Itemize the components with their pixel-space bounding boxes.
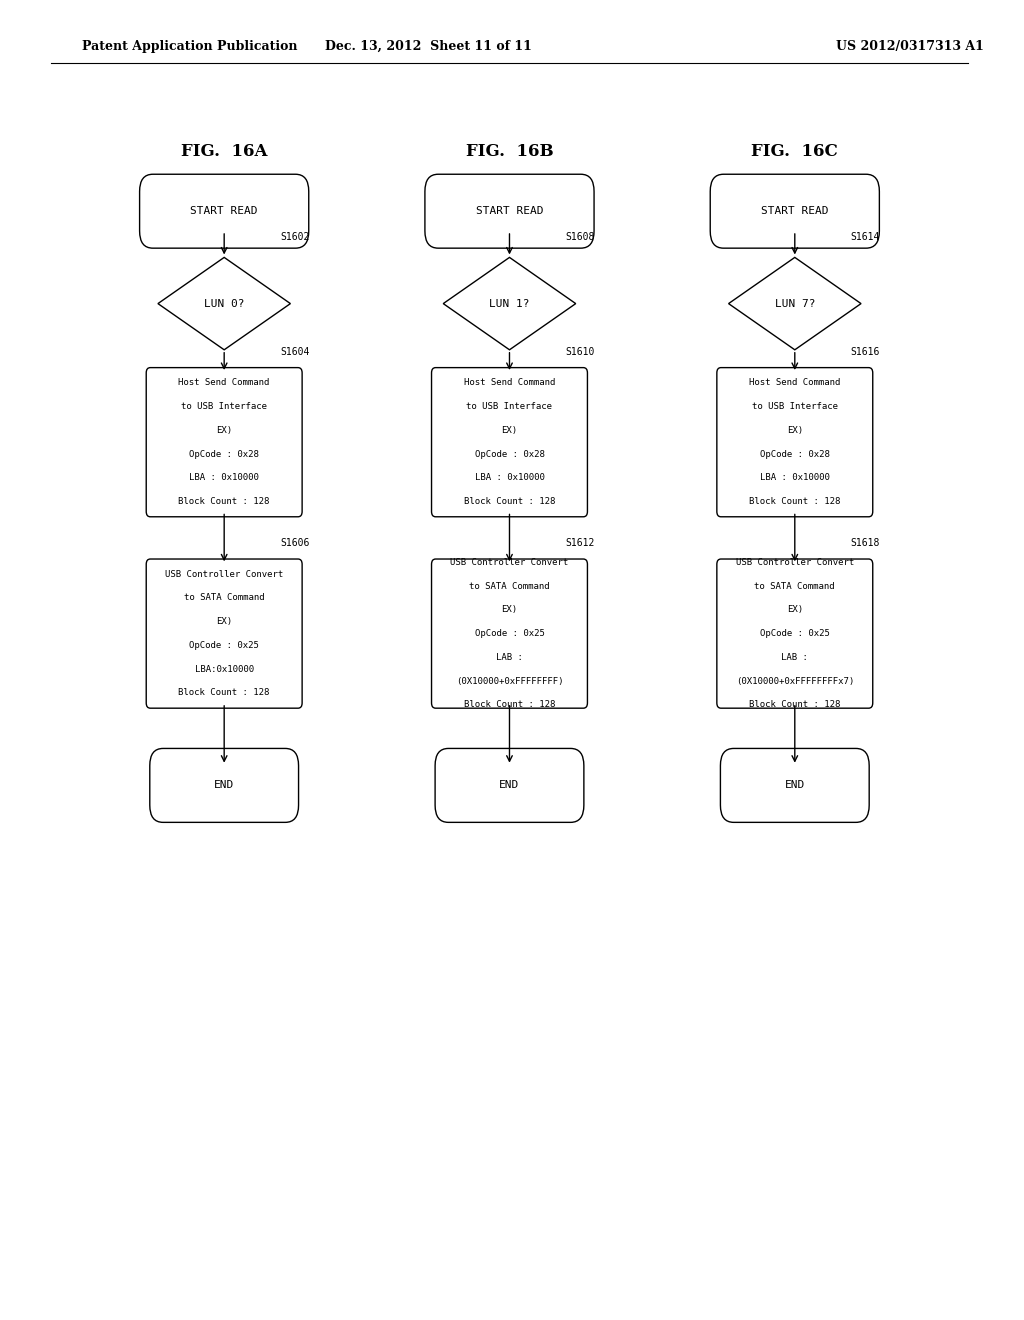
Text: LBA:0x10000: LBA:0x10000 <box>195 665 254 673</box>
FancyBboxPatch shape <box>431 367 588 516</box>
Text: EX): EX) <box>216 426 232 434</box>
Text: END: END <box>784 780 805 791</box>
Text: Host Send Command: Host Send Command <box>464 379 555 387</box>
FancyBboxPatch shape <box>435 748 584 822</box>
FancyBboxPatch shape <box>431 560 588 708</box>
Text: to USB Interface: to USB Interface <box>181 403 267 411</box>
FancyBboxPatch shape <box>146 367 302 516</box>
Text: OpCode : 0x25: OpCode : 0x25 <box>189 642 259 649</box>
FancyBboxPatch shape <box>150 748 299 822</box>
Text: Block Count : 128: Block Count : 128 <box>464 498 555 506</box>
Text: START READ: START READ <box>190 206 258 216</box>
Text: Host Send Command: Host Send Command <box>750 379 841 387</box>
Text: (0X10000+0xFFFFFFFF): (0X10000+0xFFFFFFFF) <box>456 677 563 685</box>
FancyBboxPatch shape <box>139 174 309 248</box>
FancyBboxPatch shape <box>146 560 302 708</box>
Text: to SATA Command: to SATA Command <box>469 582 550 590</box>
Text: END: END <box>500 780 519 791</box>
Text: LAB :: LAB : <box>496 653 523 661</box>
Text: LUN 1?: LUN 1? <box>489 298 529 309</box>
Text: S1608: S1608 <box>565 231 595 242</box>
Text: S1606: S1606 <box>281 539 309 549</box>
Text: START READ: START READ <box>761 206 828 216</box>
Text: Block Count : 128: Block Count : 128 <box>464 701 555 709</box>
Text: Block Count : 128: Block Count : 128 <box>178 498 270 506</box>
Text: to SATA Command: to SATA Command <box>184 594 264 602</box>
Text: OpCode : 0x25: OpCode : 0x25 <box>760 630 829 638</box>
Text: S1610: S1610 <box>565 347 595 356</box>
FancyBboxPatch shape <box>425 174 594 248</box>
Text: S1612: S1612 <box>565 539 595 549</box>
Text: FIG.  16B: FIG. 16B <box>466 144 553 160</box>
Text: Block Count : 128: Block Count : 128 <box>750 701 841 709</box>
Text: USB Controller Convert: USB Controller Convert <box>735 558 854 566</box>
Text: Block Count : 128: Block Count : 128 <box>750 498 841 506</box>
Text: S1614: S1614 <box>851 231 881 242</box>
Text: OpCode : 0x28: OpCode : 0x28 <box>189 450 259 458</box>
Text: END: END <box>214 780 234 791</box>
Text: to USB Interface: to USB Interface <box>752 403 838 411</box>
Text: S1604: S1604 <box>281 347 309 356</box>
Text: LBA : 0x10000: LBA : 0x10000 <box>189 474 259 482</box>
Text: EX): EX) <box>786 426 803 434</box>
Polygon shape <box>443 257 575 350</box>
Text: LBA : 0x10000: LBA : 0x10000 <box>474 474 545 482</box>
Text: Host Send Command: Host Send Command <box>178 379 270 387</box>
Text: (0X10000+0xFFFFFFFFx7): (0X10000+0xFFFFFFFFx7) <box>735 677 854 685</box>
Text: USB Controller Convert: USB Controller Convert <box>451 558 568 566</box>
Text: S1618: S1618 <box>851 539 881 549</box>
Text: to USB Interface: to USB Interface <box>467 403 553 411</box>
Text: FIG.  16C: FIG. 16C <box>752 144 839 160</box>
Text: S1616: S1616 <box>851 347 881 356</box>
Text: EX): EX) <box>502 426 517 434</box>
Text: LUN 7?: LUN 7? <box>774 298 815 309</box>
Text: OpCode : 0x28: OpCode : 0x28 <box>760 450 829 458</box>
Text: OpCode : 0x25: OpCode : 0x25 <box>474 630 545 638</box>
Text: Dec. 13, 2012  Sheet 11 of 11: Dec. 13, 2012 Sheet 11 of 11 <box>325 40 531 53</box>
Polygon shape <box>158 257 291 350</box>
FancyBboxPatch shape <box>717 560 872 708</box>
Text: USB Controller Convert: USB Controller Convert <box>165 570 284 578</box>
Text: Block Count : 128: Block Count : 128 <box>178 689 270 697</box>
Text: FIG.  16A: FIG. 16A <box>181 144 267 160</box>
Text: START READ: START READ <box>476 206 544 216</box>
Text: EX): EX) <box>786 606 803 614</box>
Text: to SATA Command: to SATA Command <box>755 582 836 590</box>
Text: LAB :: LAB : <box>781 653 808 661</box>
Text: LBA : 0x10000: LBA : 0x10000 <box>760 474 829 482</box>
Polygon shape <box>728 257 861 350</box>
FancyBboxPatch shape <box>711 174 880 248</box>
FancyBboxPatch shape <box>717 367 872 516</box>
Text: US 2012/0317313 A1: US 2012/0317313 A1 <box>836 40 983 53</box>
Text: Patent Application Publication: Patent Application Publication <box>82 40 297 53</box>
Text: S1602: S1602 <box>281 231 309 242</box>
Text: LUN 0?: LUN 0? <box>204 298 245 309</box>
Text: OpCode : 0x28: OpCode : 0x28 <box>474 450 545 458</box>
Text: EX): EX) <box>216 618 232 626</box>
Text: EX): EX) <box>502 606 517 614</box>
FancyBboxPatch shape <box>721 748 869 822</box>
